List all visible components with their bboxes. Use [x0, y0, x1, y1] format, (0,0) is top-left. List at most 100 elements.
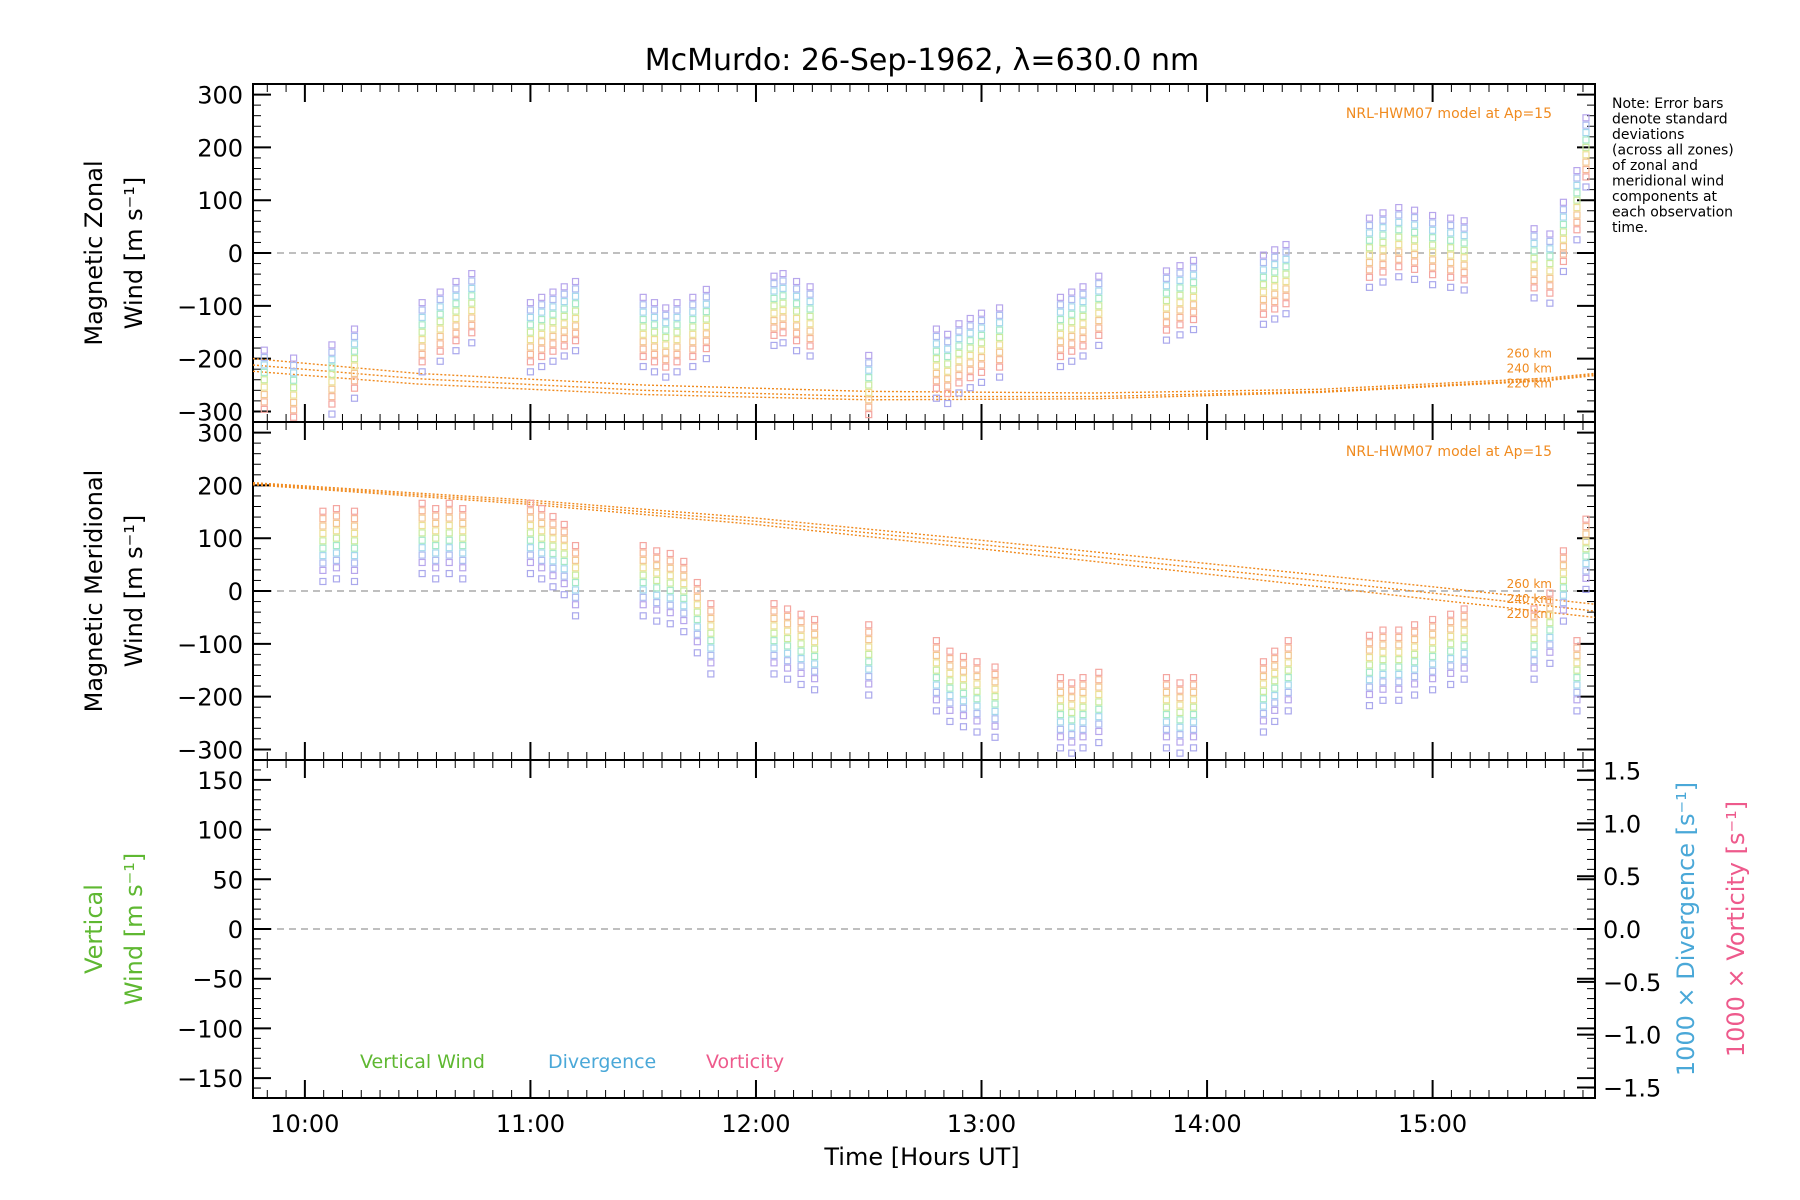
observation-marker	[991, 707, 999, 716]
observation-marker	[1095, 331, 1103, 339]
observation-marker	[1189, 733, 1198, 741]
observation-marker	[1379, 246, 1387, 254]
observation-marker	[932, 362, 941, 370]
observation-marker	[977, 353, 986, 362]
observation-marker	[865, 388, 873, 397]
observation-marker	[1546, 626, 1554, 634]
observation-marker	[770, 294, 778, 303]
observation-marker	[1559, 250, 1568, 258]
observation-marker	[1189, 744, 1198, 752]
observation-marker	[811, 615, 819, 624]
observation-marker	[260, 376, 268, 384]
observation-marker	[966, 322, 974, 330]
observation-marker	[662, 326, 670, 334]
y-tick-label: −300	[177, 398, 243, 426]
observation-marker	[1095, 280, 1103, 288]
observation-marker	[1559, 198, 1568, 206]
observation-marker	[1162, 696, 1171, 704]
observation-marker	[1447, 221, 1455, 230]
observation-marker	[797, 654, 805, 663]
observation-marker	[1530, 642, 1538, 650]
observation-marker	[1410, 650, 1419, 658]
observation-marker	[1068, 708, 1076, 717]
observation-marker	[571, 564, 580, 572]
observation-marker	[1189, 325, 1198, 334]
observation-marker	[526, 521, 535, 530]
y2-tick-label: 0.0	[1603, 916, 1641, 944]
observation-marker	[332, 556, 341, 564]
observation-marker	[770, 600, 778, 608]
observation-marker	[932, 637, 941, 645]
observation-marker	[538, 315, 546, 324]
observation-marker	[560, 290, 568, 298]
observation-marker	[770, 331, 778, 339]
observation-marker	[1176, 284, 1184, 292]
model-level-label: 220 km	[1507, 376, 1552, 390]
observation-marker	[1530, 269, 1538, 277]
observation-marker	[1189, 278, 1198, 287]
observation-marker	[1447, 610, 1455, 618]
observation-marker	[1395, 248, 1403, 256]
observation-marker	[865, 658, 873, 666]
note-line: meridional wind	[1612, 174, 1724, 190]
y-tick-label: 0	[228, 916, 243, 944]
observation-marker	[526, 544, 535, 552]
observation-marker	[1582, 183, 1590, 191]
observation-marker	[792, 329, 801, 337]
observation-marker	[1365, 702, 1374, 710]
observation-marker	[1189, 674, 1198, 682]
observation-marker	[1056, 362, 1065, 371]
observation-marker	[932, 369, 941, 378]
observation-marker	[991, 685, 999, 693]
observation-marker	[770, 280, 778, 288]
observation-marker	[1410, 691, 1419, 699]
observation-marker	[865, 650, 873, 658]
observation-marker	[1582, 136, 1590, 144]
observation-marker	[1530, 262, 1538, 270]
observation-marker	[1095, 705, 1103, 713]
zonal-ylabel-line1: Magnetic Zonal	[80, 160, 108, 345]
observation-marker	[806, 290, 814, 298]
observation-marker	[1460, 649, 1468, 657]
observation-marker	[1079, 710, 1087, 719]
observation-marker	[783, 649, 792, 657]
observation-marker	[797, 632, 805, 641]
observation-marker	[977, 368, 986, 376]
observation-marker	[693, 638, 701, 646]
observation-marker	[653, 569, 661, 577]
observation-marker	[289, 398, 298, 407]
observation-marker	[1079, 744, 1087, 752]
observation-marker	[770, 670, 778, 678]
observation-marker	[779, 339, 787, 347]
observation-marker	[1176, 269, 1184, 277]
observation-marker	[328, 393, 336, 401]
observation-marker	[436, 288, 444, 296]
model-level-label: 220 km	[1507, 607, 1552, 621]
observation-marker	[946, 691, 954, 700]
observation-marker	[1460, 276, 1468, 284]
observation-marker	[1395, 240, 1403, 249]
observation-marker	[1079, 674, 1087, 682]
note-line: time.	[1612, 220, 1648, 236]
observation-marker	[770, 607, 778, 615]
observation-marker	[260, 368, 268, 376]
observation-marker	[549, 310, 557, 318]
observation-marker	[538, 564, 546, 572]
observation-marker	[1410, 265, 1419, 273]
observation-marker	[1162, 304, 1171, 312]
observation-marker	[666, 601, 674, 609]
legend-vertical-wind: Vertical Wind	[360, 1051, 485, 1073]
observation-marker	[653, 591, 661, 599]
observation-marker	[468, 269, 476, 278]
y2-tick-label: 1.0	[1603, 810, 1641, 838]
observation-marker	[966, 314, 974, 323]
observation-marker	[1162, 296, 1171, 305]
observation-marker	[1162, 681, 1171, 689]
observation-marker	[350, 377, 359, 385]
observation-marker	[779, 306, 787, 315]
observation-marker	[1546, 589, 1554, 597]
observation-marker	[526, 358, 535, 366]
observation-marker	[260, 361, 268, 369]
y2-tick-label: −1.5	[1603, 1074, 1661, 1102]
x-axis-label: Time [Hours UT]	[823, 1143, 1019, 1171]
